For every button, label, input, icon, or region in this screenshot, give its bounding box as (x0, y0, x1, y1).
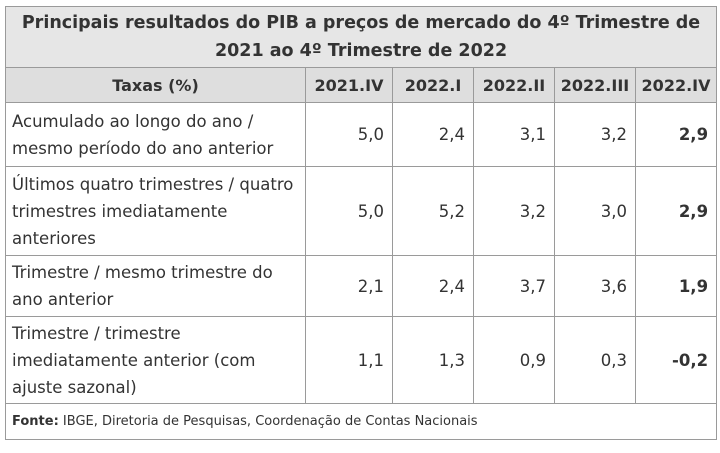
column-header-taxas: Taxas (%) (5, 67, 306, 103)
cell-value: 5,0 (305, 166, 393, 256)
table-row: Últimos quatro trimestres / quatro trime… (5, 166, 718, 256)
cell-value: 2,4 (392, 102, 474, 167)
column-header-2022-iii: 2022.III (554, 67, 636, 103)
cell-value: 5,0 (305, 102, 393, 167)
cell-value: 3,2 (554, 102, 636, 167)
table-row: Trimestre / mesmo trimestre do ano anter… (5, 255, 718, 317)
column-header-2021-iv: 2021.IV (305, 67, 393, 103)
cell-value-highlight: 2,9 (634, 166, 718, 256)
gdp-results-table-container: Principais resultados do PIB a preços de… (4, 6, 718, 440)
cell-value: 3,1 (473, 102, 555, 167)
cell-value: 1,1 (305, 316, 393, 404)
cell-value-highlight: 2,9 (634, 102, 718, 167)
table-row: Trimestre / trimestre imediatamente ante… (5, 316, 718, 404)
footer-row: Fonte: IBGE, Diretoria de Pesquisas, Coo… (4, 403, 718, 440)
cell-value: 3,6 (554, 255, 636, 317)
cell-value: 5,2 (392, 166, 474, 256)
cell-value: 3,2 (473, 166, 555, 256)
cell-value: 3,0 (554, 166, 636, 256)
cell-value-highlight: -0,2 (634, 316, 718, 404)
cell-value: 0,9 (473, 316, 555, 404)
column-header-2022-i: 2022.I (392, 67, 474, 103)
table-row: Acumulado ao longo do ano / mesmo períod… (5, 102, 718, 167)
source-note: Fonte: IBGE, Diretoria de Pesquisas, Coo… (4, 403, 718, 440)
source-label: Fonte: (12, 414, 59, 429)
cell-value: 2,1 (305, 255, 393, 317)
source-text: IBGE, Diretoria de Pesquisas, Coordenaçã… (62, 414, 478, 429)
cell-value: 2,4 (392, 255, 474, 317)
column-header-2022-ii: 2022.II (473, 67, 555, 103)
table-title: Principais resultados do PIB a preços de… (4, 6, 718, 68)
cell-value: 0,3 (554, 316, 636, 404)
cell-value: 3,7 (473, 255, 555, 317)
row-label: Acumulado ao longo do ano / mesmo períod… (5, 102, 306, 167)
header-row: Taxas (%) 2021.IV 2022.I 2022.II 2022.II… (5, 67, 718, 103)
cell-value: 1,3 (392, 316, 474, 404)
cell-value-highlight: 1,9 (634, 255, 718, 317)
gdp-results-table: Principais resultados do PIB a preços de… (4, 6, 718, 440)
column-header-2022-iv: 2022.IV (634, 67, 718, 103)
row-label: Trimestre / trimestre imediatamente ante… (5, 316, 306, 404)
row-label: Últimos quatro trimestres / quatro trime… (5, 166, 306, 256)
row-label: Trimestre / mesmo trimestre do ano anter… (5, 255, 306, 317)
